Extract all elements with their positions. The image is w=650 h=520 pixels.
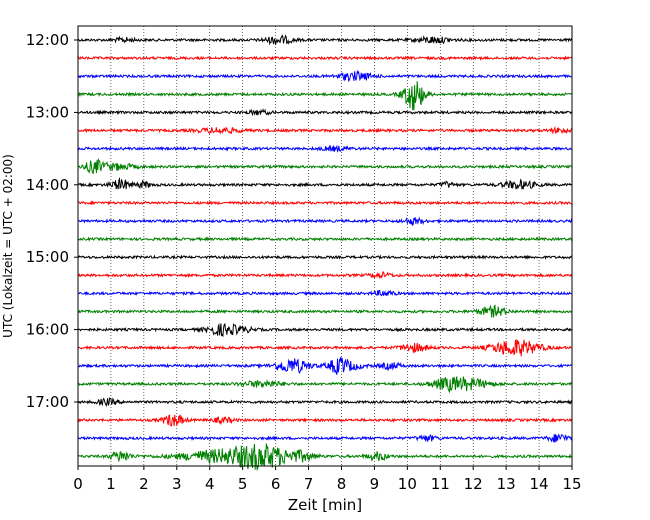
- trace-line: [77, 81, 573, 111]
- grid-lines: [110, 26, 540, 466]
- trace-line: [77, 357, 573, 375]
- x-tick-label: 4: [205, 475, 215, 493]
- x-tick-label: 13: [497, 475, 516, 493]
- y-tick-label: 16:00: [26, 321, 69, 339]
- x-tick-label: 8: [337, 475, 347, 493]
- x-tick-label: 6: [271, 475, 281, 493]
- trace-line: [77, 199, 573, 206]
- x-tick-label: 15: [562, 475, 581, 493]
- y-tick-label: 12:00: [26, 31, 69, 49]
- x-tick-label: 2: [139, 475, 149, 493]
- plot-frame: [77, 25, 573, 467]
- x-tick-label: 10: [398, 475, 417, 493]
- trace-line: [77, 271, 573, 279]
- x-tick-label: 11: [431, 475, 450, 493]
- x-tick-label: 12: [464, 475, 483, 493]
- trace-line: [77, 289, 573, 297]
- trace-line: [77, 158, 573, 175]
- x-tick-label: 1: [106, 475, 116, 493]
- y-axis-label: UTC (Lokalzeit = UTC + 02:00): [1, 154, 15, 338]
- x-tick-label: 5: [238, 475, 248, 493]
- trace-line: [77, 443, 573, 472]
- trace-line: [77, 34, 573, 46]
- trace-line: [77, 55, 573, 61]
- trace-line: [77, 338, 573, 357]
- trace-line: [77, 125, 573, 135]
- trace-line: [77, 108, 573, 117]
- y-tick-label: 15:00: [26, 248, 69, 266]
- y-tick-label: 17:00: [26, 393, 69, 411]
- trace-line: [77, 304, 573, 318]
- trace-line: [77, 413, 573, 427]
- trace-line: [77, 216, 573, 227]
- x-tick-label: 7: [304, 475, 314, 493]
- traces: [77, 34, 573, 472]
- trace-line: [77, 376, 573, 394]
- trace-line: [77, 69, 573, 83]
- x-tick-label: 3: [172, 475, 182, 493]
- x-axis-label: Zeit [min]: [288, 496, 362, 514]
- trace-line: [77, 433, 573, 443]
- y-ticks: 12:00 13:00 14:00 15:00 16:00 17:00: [26, 31, 78, 411]
- trace-line: [77, 254, 573, 261]
- x-tick-label: 0: [73, 475, 83, 493]
- trace-line: [77, 236, 573, 242]
- trace-line: [77, 144, 573, 153]
- x-ticks: 0 1 2 3 4 5 6 7 8 9 10 11 12 13 14 15: [73, 466, 582, 493]
- y-tick-label: 13:00: [26, 103, 69, 121]
- trace-line: [77, 397, 573, 407]
- trace-line: [77, 322, 573, 338]
- x-tick-label: 9: [370, 475, 380, 493]
- y-tick-label: 14:00: [26, 176, 69, 194]
- x-tick-label: 14: [530, 475, 549, 493]
- trace-line: [77, 176, 573, 190]
